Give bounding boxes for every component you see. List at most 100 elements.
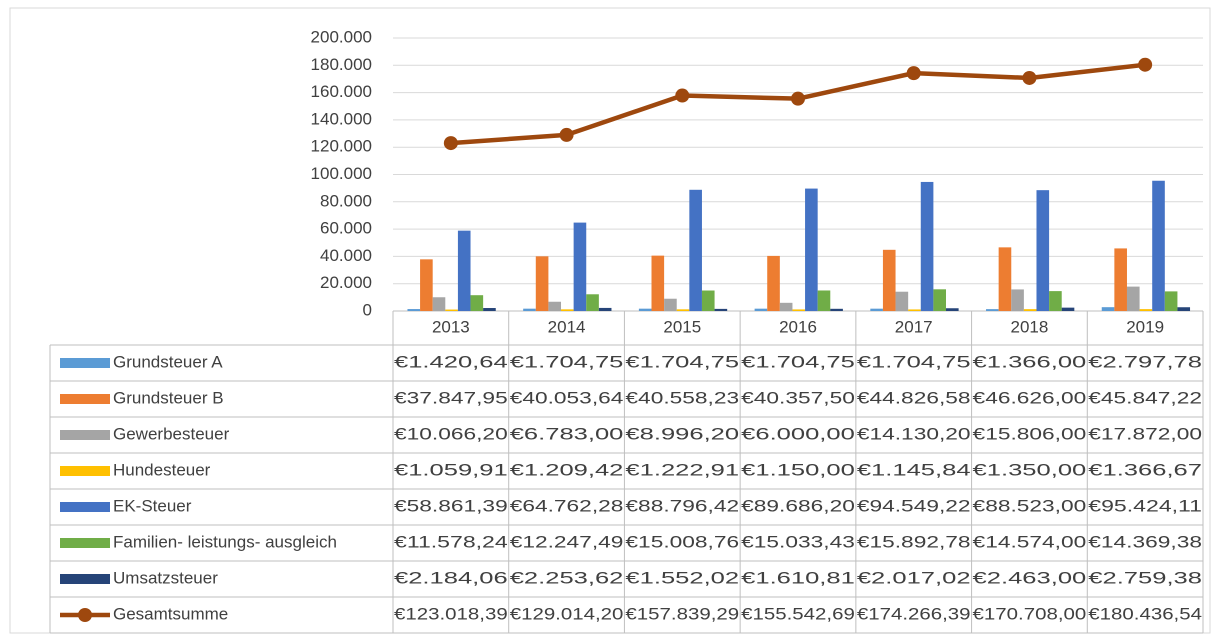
bar: [998, 247, 1012, 311]
table-cell: €2.253,62: [510, 568, 624, 587]
table-cell: €15.008,76: [625, 532, 739, 551]
table-cell: €170.708,00: [973, 604, 1087, 623]
bar: [779, 302, 793, 311]
bar: [664, 298, 677, 311]
bar: [933, 289, 946, 311]
legend-label: Umsatzsteuer: [113, 568, 218, 587]
bar: [1114, 248, 1127, 311]
y-tick-label: 40.000: [320, 246, 372, 265]
line-marker: [443, 136, 458, 151]
line-marker: [1138, 57, 1153, 72]
bar: [420, 259, 433, 311]
table-cell: €1.610,81: [741, 568, 855, 587]
bar: [548, 301, 562, 311]
table-cell: €15.033,43: [741, 532, 855, 551]
table-cell: €17.872,00: [1088, 424, 1202, 443]
table-cell: €45.847,22: [1088, 388, 1202, 407]
y-tick-label: 160.000: [311, 82, 372, 101]
table-cell: €2.797,78: [1088, 352, 1202, 371]
legend-swatch: [60, 502, 110, 512]
x-tick-label: 2014: [548, 317, 586, 336]
table-cell: €8.996,20: [625, 424, 739, 443]
table-cell: €89.686,20: [741, 496, 855, 515]
legend-swatch: [60, 466, 110, 476]
y-tick-label: 200.000: [311, 27, 372, 46]
x-tick-label: 2013: [432, 317, 470, 336]
bar: [986, 309, 999, 311]
table-cell: €10.066,20: [394, 424, 508, 443]
table-cell: €1.150,00: [741, 460, 855, 479]
bar: [870, 308, 883, 311]
legend-label: Gewerbesteuer: [113, 424, 230, 443]
table-cell: €2.759,38: [1088, 568, 1202, 587]
table-cell: €40.558,23: [625, 388, 739, 407]
bar: [1177, 307, 1191, 311]
table-cell: €95.424,11: [1088, 496, 1202, 515]
bar: [792, 309, 806, 311]
bar: [586, 294, 599, 311]
bar: [676, 309, 690, 311]
legend-label: EK-Steuer: [113, 496, 192, 515]
bar: [1126, 286, 1140, 311]
bar: [1061, 307, 1075, 311]
y-tick-label: 80.000: [320, 191, 372, 210]
table-cell: €14.369,38: [1088, 532, 1202, 551]
table-cell: €1.366,00: [973, 352, 1087, 371]
bar: [457, 230, 471, 311]
x-tick-label: 2016: [779, 317, 817, 336]
table-cell: €14.130,20: [857, 424, 971, 443]
table-cell: €11.578,24: [394, 532, 508, 551]
bar: [445, 309, 458, 311]
y-tick-label: 120.000: [311, 137, 372, 156]
table-cell: €94.549,22: [857, 496, 971, 515]
table-cell: €64.762,28: [510, 496, 624, 515]
line-marker: [675, 88, 690, 103]
bar: [1011, 289, 1024, 311]
table-cell: €15.806,00: [973, 424, 1087, 443]
line-marker: [559, 127, 574, 142]
bar: [945, 308, 959, 311]
x-tick-label: 2015: [663, 317, 701, 336]
table-cell: €1.350,00: [973, 460, 1087, 479]
bar: [830, 308, 843, 311]
bar: [573, 222, 587, 311]
x-tick-label: 2019: [1126, 317, 1164, 336]
bar: [908, 309, 921, 311]
table-cell: €40.053,64: [510, 388, 624, 407]
table-cell: €1.209,42: [510, 460, 624, 479]
y-tick-label: 180.000: [311, 55, 372, 74]
line-marker: [791, 91, 805, 106]
x-tick-label: 2018: [1011, 317, 1049, 336]
table-cell: €2.184,06: [394, 568, 508, 587]
y-tick-label: 140.000: [311, 109, 372, 128]
table-cell: €1.222,91: [625, 460, 739, 479]
y-tick-label: 100.000: [311, 164, 372, 183]
table-cell: €1.704,75: [741, 352, 855, 371]
table-cell: €1.145,84: [857, 460, 971, 479]
bar: [714, 308, 728, 311]
bar: [882, 249, 896, 311]
bar: [407, 309, 421, 311]
y-tick-label: 20.000: [320, 273, 372, 292]
table-cell: €46.626,00: [973, 388, 1087, 407]
legend-label: Hundesteuer: [113, 460, 211, 479]
legend-swatch: [60, 538, 110, 548]
table-cell: €14.574,00: [973, 532, 1087, 551]
table-cell: €1.366,67: [1088, 460, 1202, 479]
bar: [1049, 291, 1062, 311]
table-cell: €180.436,54: [1088, 604, 1202, 623]
legend-label: Grundsteuer B: [113, 388, 224, 407]
table-cell: €88.796,42: [625, 496, 739, 515]
bar: [470, 295, 484, 311]
table-cell: €1.704,75: [857, 352, 971, 371]
line-marker: [1022, 70, 1037, 85]
legend-swatch: [60, 394, 110, 404]
bar: [1023, 309, 1037, 311]
legend-swatch: [60, 574, 110, 584]
legend-swatch: [78, 608, 92, 622]
table-cell: €1.552,02: [625, 568, 739, 587]
table-cell: €1.704,75: [510, 352, 624, 371]
legend-label: Familien- leistungs- ausgleich: [113, 532, 337, 551]
table-cell: €6.783,00: [510, 424, 624, 443]
